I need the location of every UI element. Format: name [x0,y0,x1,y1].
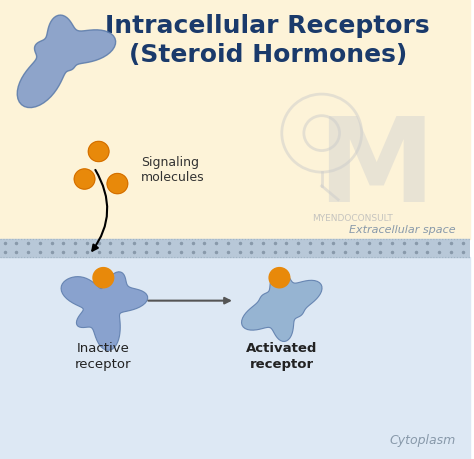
Polygon shape [61,272,148,350]
Text: Extracellular space: Extracellular space [349,224,456,235]
Bar [0,0,470,239]
Text: Cytoplasm: Cytoplasm [389,434,456,447]
Text: Inactive
receptor: Inactive receptor [75,342,132,371]
Circle shape [88,141,109,162]
Text: Activated
receptor: Activated receptor [246,342,318,371]
Text: Intracellular Receptors
(Steroid Hormones): Intracellular Receptors (Steroid Hormone… [105,14,430,67]
Polygon shape [17,15,116,107]
Bar [0,257,470,459]
Polygon shape [242,269,322,341]
Bar [0,239,470,257]
Text: Signaling
molecules: Signaling molecules [141,156,204,184]
Text: M: M [317,112,435,227]
Circle shape [74,169,95,189]
Text: MYENDOCONSULT: MYENDOCONSULT [312,213,392,223]
Circle shape [269,268,290,288]
Circle shape [107,174,128,194]
Circle shape [93,268,114,288]
